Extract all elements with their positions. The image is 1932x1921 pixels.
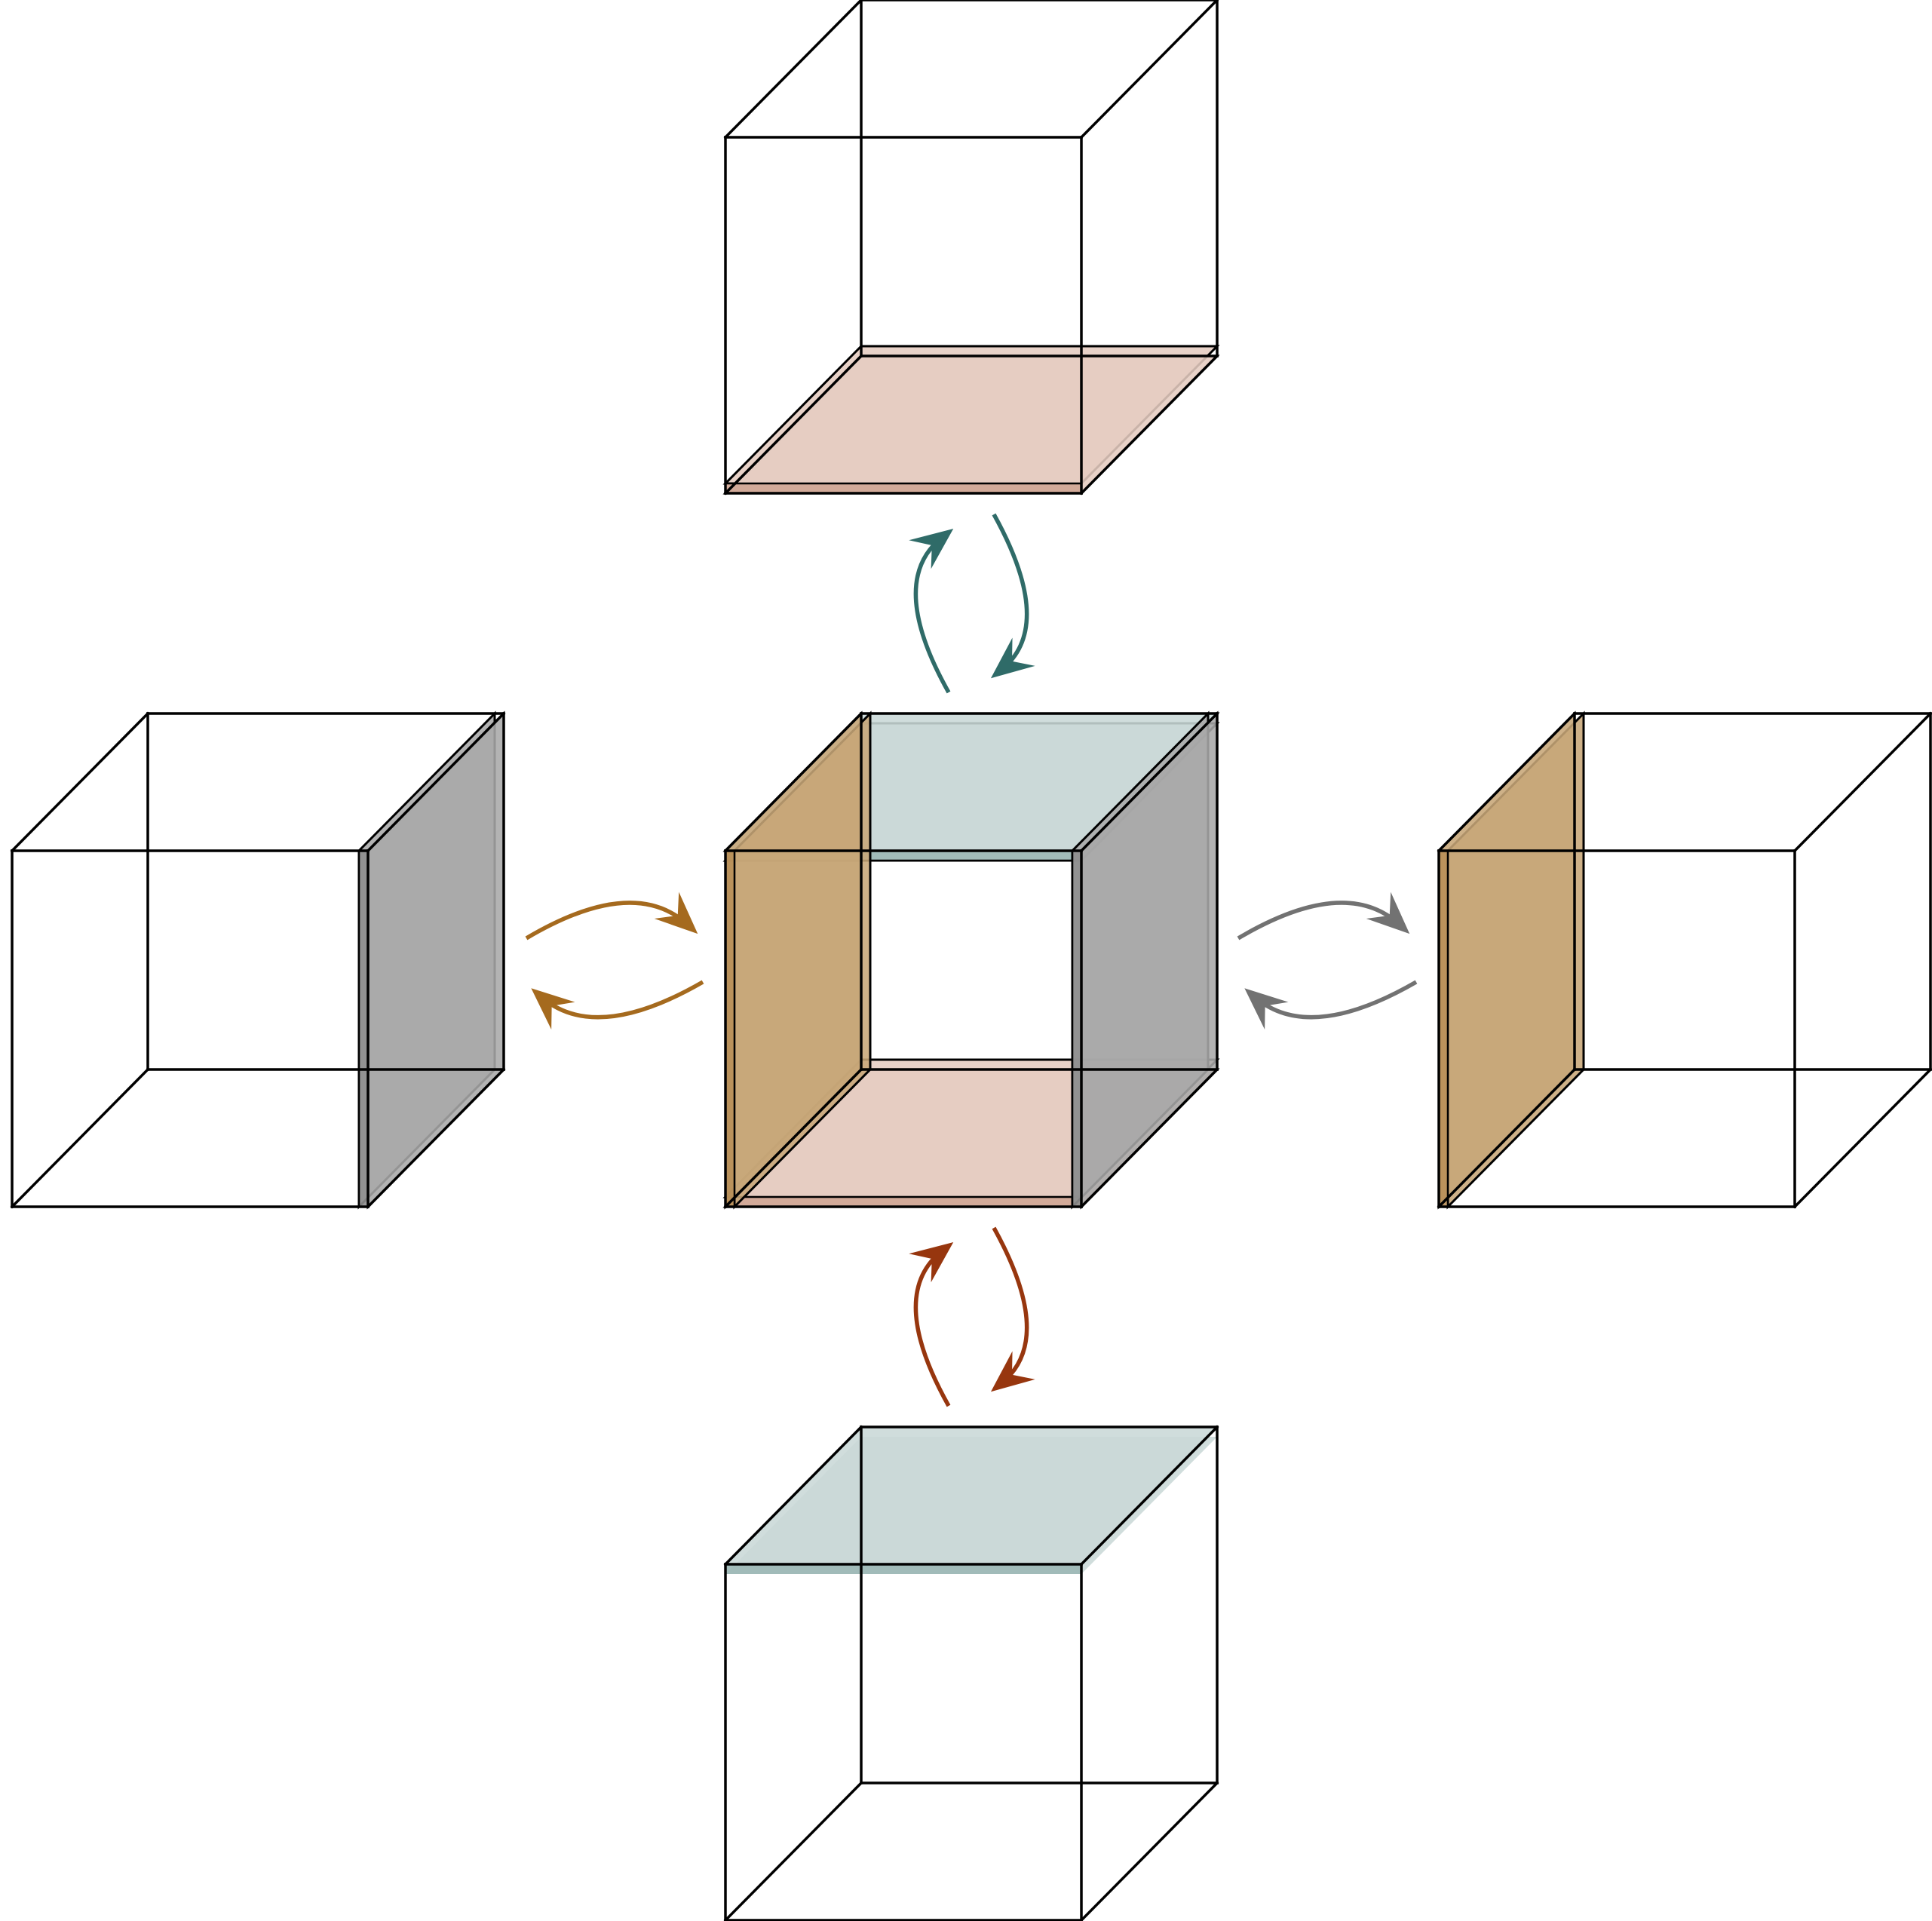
lower-cube-edge: [723, 1781, 863, 1921]
upper-cube-edge: [1079, 0, 1219, 140]
arrow-upper-to-center-head: [990, 637, 1035, 679]
arrow-center-to-right-shaft: [1237, 901, 1401, 941]
center-cube-edge: [723, 711, 863, 853]
center-bottom-face-thickness: [724, 1195, 1083, 1208]
face-layer: [357, 345, 1585, 1574]
right-cube-edge: [1437, 711, 1577, 853]
arrow-center-to-lower-shaft: [992, 1226, 1029, 1386]
lower-cube-edge: [1079, 1425, 1219, 1567]
arrow-center-to-left-shaft: [540, 980, 704, 1020]
upper-cube-edge: [1079, 354, 1219, 496]
left-cube-edge: [10, 1067, 150, 1209]
arrow-left-to-center-head: [654, 891, 698, 934]
arrow-center-to-left-head: [531, 988, 575, 1030]
lower-top-face: [725, 1427, 1217, 1564]
arrow-center-to-lower-head: [990, 1351, 1035, 1392]
upper-cube-edge: [723, 354, 863, 496]
right-cube-edge: [1792, 711, 1932, 853]
arrow-left-to-center-shaft: [525, 901, 689, 941]
right-cube-edge: [1792, 1067, 1932, 1209]
arrow-right-to-center-shaft: [1253, 980, 1418, 1020]
center-cube-edge: [723, 1067, 863, 1209]
center-left-face-thickness: [724, 849, 736, 1208]
upper-bottom-face: [722, 354, 1220, 495]
upper-cube-edge: [723, 0, 863, 140]
arrow-lower-to-center-head: [909, 1241, 954, 1283]
lower-cube-edge: [723, 1425, 863, 1567]
left-right-face: [366, 710, 505, 1210]
center-cube-edge: [1079, 711, 1219, 853]
arrow-center-to-upper-shaft: [913, 535, 951, 694]
right-left-face: [1437, 710, 1576, 1210]
lower-cube-edge: [1079, 1781, 1219, 1921]
arrow-center-to-upper-head: [909, 528, 954, 569]
arrow-center-to-right-head: [1366, 891, 1410, 934]
center-right-face-thickness: [1071, 849, 1083, 1208]
left-cube-edge: [10, 711, 150, 853]
arrow-layer: [525, 513, 1418, 1407]
right-cube-edge: [1437, 1067, 1577, 1209]
lower-top-face-thickness: [725, 1564, 1081, 1574]
arrow-right-to-center-head: [1244, 988, 1289, 1030]
left-cube-edge: [366, 711, 506, 853]
left-right-face-thickness: [357, 849, 370, 1208]
center-cube-edge: [1079, 1067, 1219, 1209]
arrow-lower-to-center-shaft: [913, 1248, 951, 1407]
right-left-face-thickness: [1437, 849, 1449, 1208]
arrow-upper-to-center-shaft: [992, 513, 1029, 672]
upper-bottom-face-thickness: [724, 482, 1083, 495]
left-cube-edge: [366, 1067, 506, 1209]
edge-layer: [10, 0, 1932, 1921]
